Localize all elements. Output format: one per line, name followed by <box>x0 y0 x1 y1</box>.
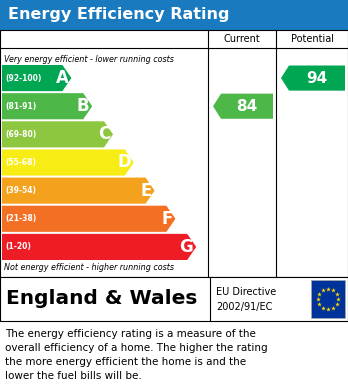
Text: Potential: Potential <box>291 34 333 44</box>
Text: EU Directive: EU Directive <box>216 287 276 298</box>
Bar <box>0 30 348 277</box>
Text: G: G <box>180 238 193 256</box>
Polygon shape <box>2 206 175 232</box>
Text: C: C <box>98 126 110 143</box>
Text: (81-91): (81-91) <box>5 102 36 111</box>
Bar <box>0 277 348 321</box>
Text: (1-20): (1-20) <box>5 242 31 251</box>
Text: Energy Efficiency Rating: Energy Efficiency Rating <box>8 7 229 23</box>
Text: (55-68): (55-68) <box>5 158 36 167</box>
Text: The energy efficiency rating is a measure of the: The energy efficiency rating is a measur… <box>5 329 256 339</box>
Bar <box>0 0 348 30</box>
Polygon shape <box>2 93 92 119</box>
Text: overall efficiency of a home. The higher the rating: overall efficiency of a home. The higher… <box>5 343 268 353</box>
Text: A: A <box>56 69 69 87</box>
Text: (69-80): (69-80) <box>5 130 36 139</box>
Polygon shape <box>2 178 155 204</box>
Polygon shape <box>2 149 134 176</box>
Text: (39-54): (39-54) <box>5 186 36 195</box>
Text: the more energy efficient the home is and the: the more energy efficient the home is an… <box>5 357 246 367</box>
Text: England & Wales: England & Wales <box>6 289 197 308</box>
Text: (21-38): (21-38) <box>5 214 36 223</box>
Text: Very energy efficient - lower running costs: Very energy efficient - lower running co… <box>4 54 174 63</box>
Text: D: D <box>117 154 131 172</box>
Polygon shape <box>213 93 273 119</box>
Bar <box>311 280 345 318</box>
Polygon shape <box>281 66 345 91</box>
Text: E: E <box>140 182 152 200</box>
Text: 94: 94 <box>306 70 327 86</box>
Text: 2002/91/EC: 2002/91/EC <box>216 302 272 312</box>
Text: (92-100): (92-100) <box>5 74 41 83</box>
Text: 84: 84 <box>236 99 258 114</box>
Text: Current: Current <box>224 34 260 44</box>
Polygon shape <box>2 121 113 147</box>
Text: lower the fuel bills will be.: lower the fuel bills will be. <box>5 371 142 381</box>
Text: F: F <box>161 210 172 228</box>
Text: Not energy efficient - higher running costs: Not energy efficient - higher running co… <box>4 262 174 271</box>
Polygon shape <box>2 65 71 91</box>
Polygon shape <box>2 234 196 260</box>
Text: B: B <box>77 97 89 115</box>
